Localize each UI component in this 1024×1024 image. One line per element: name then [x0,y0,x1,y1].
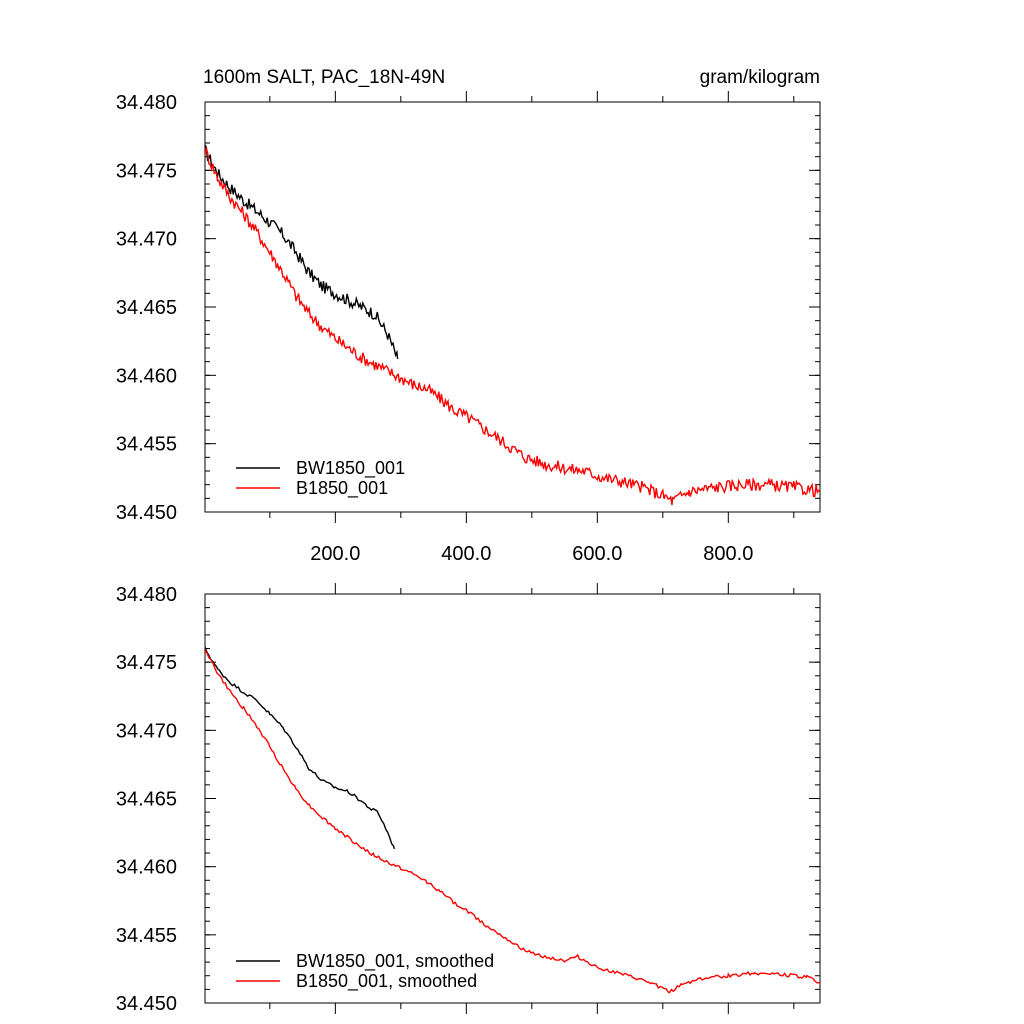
x-tick-label: 600.0 [572,543,622,565]
figure-title-left: 1600m SALT, PAC_18N-49N [203,67,445,88]
bottom-panel: 34.450 34.455 34.460 34.465 34.470 34.475 34.4… [116,583,821,1015]
y-tick-label: 34.460 [116,857,177,879]
series-line-b1850-001-smoothed [205,649,820,994]
series-line-bw1850-001 [205,144,399,359]
y-tick-label: 34.455 [116,925,177,947]
figure-title-right: gram/kilogram [700,67,820,88]
legend-label: B1850_001, smoothed [296,971,477,992]
legend-label: BW1850_001 [296,458,405,479]
x-tick-label: 200.0 [310,543,360,565]
plot-frame [204,593,821,1004]
y-tick-label: 34.480 [116,92,177,114]
x-tick-label: 800.0 [703,543,753,565]
legend-label: B1850_001 [296,478,388,499]
y-tick-label: 34.460 [116,365,177,387]
series-line-bw1850-001-smoothed [205,646,395,850]
y-tick-label: 34.470 [116,720,177,742]
y-tick-label: 34.455 [116,434,177,456]
top-panel: 34.450 34.455 34.460 34.465 34.470 34.475 34.4… [116,91,821,565]
y-tick-label: 34.475 [116,160,177,182]
legend-label: BW1850_001, smoothed [296,951,494,972]
y-tick-label: 34.450 [116,993,177,1015]
plot-frame [204,101,821,513]
x-tick-label: 400.0 [441,543,491,565]
y-tick-label: 34.475 [116,652,177,674]
y-tick-label: 34.470 [116,229,177,251]
y-tick-label: 34.465 [116,297,177,319]
series-line-b1850-001 [205,145,820,506]
y-tick-label: 34.450 [116,502,177,524]
y-tick-label: 34.465 [116,789,177,811]
y-tick-label: 34.480 [116,584,177,606]
